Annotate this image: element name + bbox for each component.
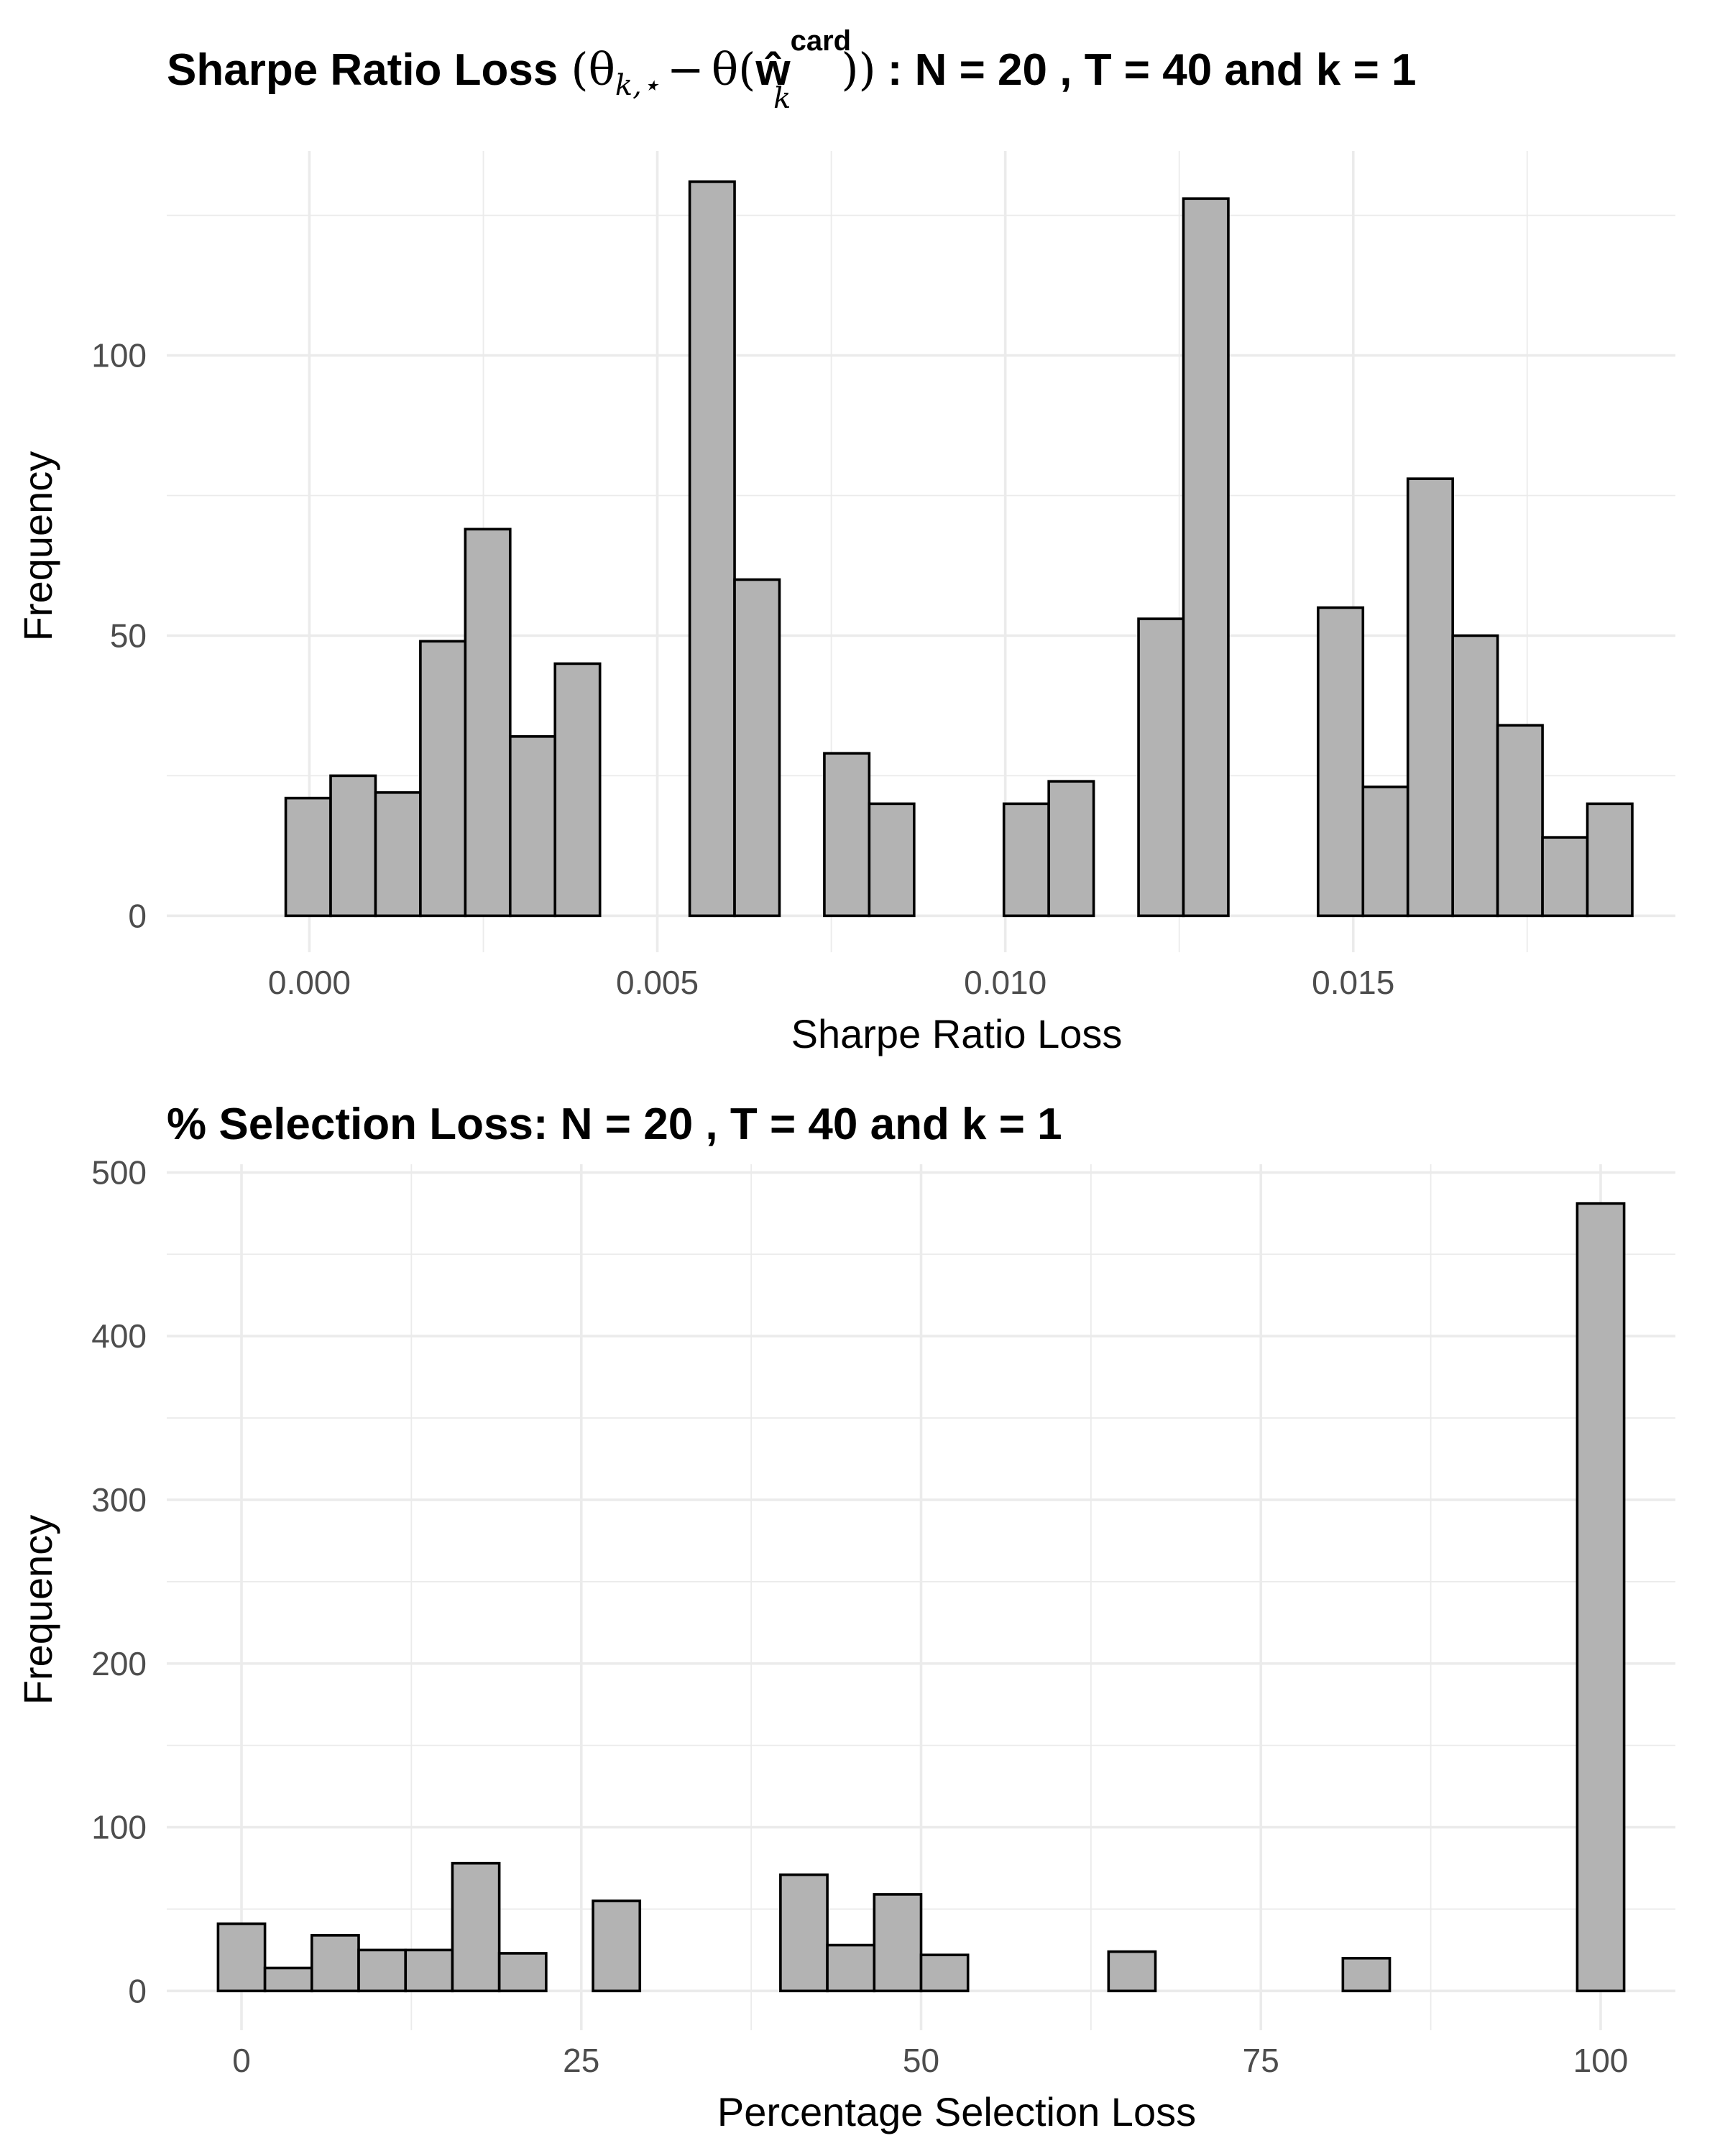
- histogram-bar: [1451, 634, 1499, 918]
- histogram-bar: [1361, 786, 1409, 918]
- histogram-bar: [779, 1873, 829, 1993]
- y-tick-label: 50: [110, 617, 147, 654]
- selection-loss-chart: % Selection Loss: N = 20 , T = 40 and k …: [15, 1100, 1675, 2134]
- histogram-bar: [1541, 836, 1589, 918]
- chart-1-title-minus: −: [667, 43, 704, 96]
- chart-1-y-axis-label: Frequency: [15, 451, 60, 642]
- histogram-bar: [1317, 606, 1365, 918]
- chart-1-title-subscript-k: k: [773, 82, 791, 115]
- histogram-bar: [688, 180, 736, 918]
- histogram-bar: [1341, 1956, 1392, 1993]
- histogram-bar: [1107, 1950, 1157, 1993]
- chart-2-x-tick-labels: 0 25 50 75 100: [232, 2042, 1628, 2079]
- x-tick-label: 0.010: [964, 964, 1046, 1001]
- chart-1-title-superscript: card: [791, 25, 852, 57]
- chart-1-title-subscript: k,⋆: [615, 69, 660, 102]
- chart-2-bars: [216, 1202, 1626, 1993]
- histogram-bar: [823, 752, 871, 918]
- histogram-bar: [357, 1948, 408, 1993]
- chart-1-title-suffix: : N = 20 , T = 40 and k = 1: [888, 45, 1417, 95]
- x-tick-label: 100: [1573, 2042, 1629, 2079]
- y-tick-label: 100: [91, 337, 147, 374]
- chart-2-y-tick-labels: 0 100 200 300 400 500: [91, 1153, 147, 2009]
- histogram-bar: [919, 1953, 970, 1993]
- histogram-bar: [826, 1943, 876, 1993]
- chart-1-title-theta-2: θ: [712, 43, 738, 96]
- histogram-bar: [1137, 617, 1185, 918]
- histogram-bar: [1496, 724, 1544, 918]
- histogram-bar: [1182, 197, 1230, 918]
- x-tick-label: 50: [903, 2042, 939, 2079]
- y-tick-label: 100: [91, 1809, 147, 1846]
- histogram-bar: [419, 640, 467, 918]
- chart-1-bars: [284, 180, 1634, 918]
- chart-1-x-tick-labels: 0.000 0.005 0.010 0.015: [268, 964, 1394, 1001]
- x-tick-label: 25: [563, 2042, 599, 2079]
- y-tick-label: 200: [91, 1645, 147, 1682]
- chart-2-y-axis-label: Frequency: [15, 1515, 60, 1705]
- y-tick-label: 0: [128, 1972, 147, 2009]
- histogram-bar: [1002, 802, 1050, 918]
- histogram-bar: [497, 1952, 548, 1993]
- y-tick-label: 400: [91, 1317, 147, 1355]
- histogram-bar: [464, 528, 512, 918]
- chart-1-title-theta: θ: [589, 43, 615, 96]
- histogram-bar: [733, 578, 781, 918]
- histogram-bar: [873, 1893, 923, 1993]
- histogram-bar: [284, 796, 332, 918]
- histogram-bar: [404, 1948, 454, 1993]
- histogram-bar: [329, 774, 377, 918]
- histogram-bar: [1047, 780, 1095, 918]
- chart-1-x-axis-label: Sharpe Ratio Loss: [791, 1011, 1123, 1056]
- chart-2-title: % Selection Loss: N = 20 , T = 40 and k …: [167, 1100, 1062, 1149]
- x-tick-label: 0.005: [616, 964, 699, 1001]
- x-tick-label: 0.000: [268, 964, 351, 1001]
- y-tick-label: 0: [128, 897, 147, 934]
- chart-1-title-w-hat: ŵ: [755, 45, 791, 95]
- y-tick-label: 500: [91, 1153, 147, 1191]
- chart-2-x-axis-label: Percentage Selection Loss: [717, 2089, 1196, 2134]
- histogram-bar: [553, 662, 602, 918]
- histogram-bar: [263, 1966, 313, 1993]
- histogram-bar: [374, 791, 422, 918]
- chart-1-title: Sharpe Ratio Loss (θk,⋆ − θ(ŵcard k)): N = 2…: [167, 25, 1417, 115]
- histogram-bar: [310, 1934, 360, 1993]
- histogram-bar: [1576, 1202, 1626, 1993]
- histogram-bar: [508, 735, 557, 918]
- x-tick-label: 75: [1243, 2042, 1279, 2079]
- histogram-bar: [451, 1861, 501, 1993]
- x-tick-label: 0.015: [1312, 964, 1394, 1001]
- histogram-bar: [1406, 477, 1454, 918]
- histogram-bar: [868, 802, 916, 918]
- histogram-bar: [216, 1922, 267, 1993]
- y-tick-label: 300: [91, 1481, 147, 1519]
- sharpe-ratio-loss-chart: Sharpe Ratio Loss (θk,⋆ − θ(ŵcard k)): N = 2…: [15, 25, 1675, 1056]
- chart-1-y-tick-labels: 0 50 100: [91, 337, 147, 935]
- chart-1-title-prefix: Sharpe Ratio Loss: [167, 45, 558, 95]
- histogram-bar: [1586, 802, 1634, 918]
- x-tick-label: 0: [232, 2042, 251, 2079]
- histogram-bar: [592, 1899, 642, 1993]
